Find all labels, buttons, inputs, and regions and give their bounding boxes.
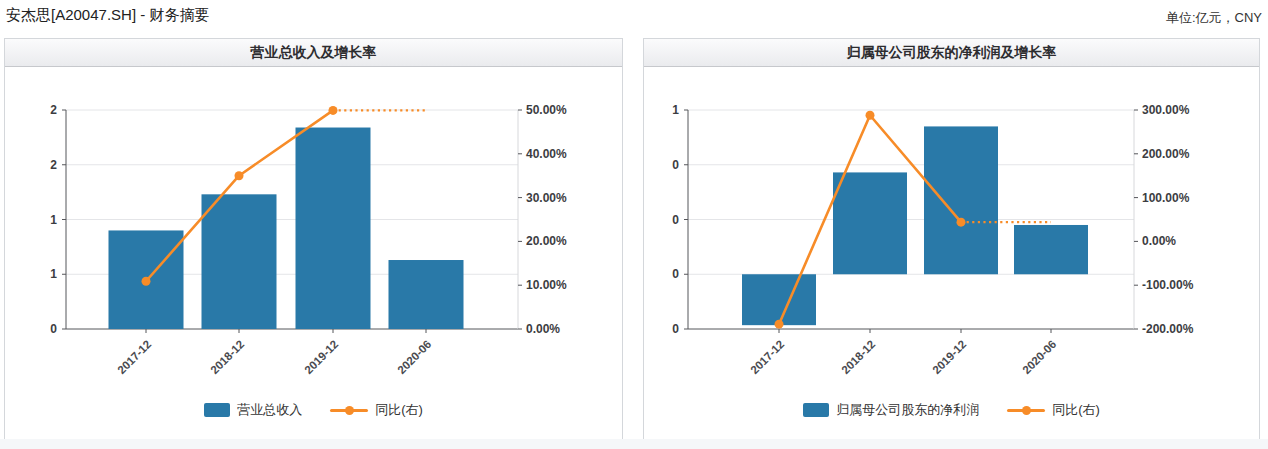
svg-text:2: 2 xyxy=(50,158,57,172)
legend-label: 归属母公司股东的净利润 xyxy=(836,401,979,419)
revenue-chart-canvas: 2 2 1 1 0 50.00% 40.00% 30.00% 20.00% 10.00% 0.00%… xyxy=(5,67,622,441)
net-profit-chart-title: 归属母公司股东的净利润及增长率 xyxy=(644,39,1259,67)
legend-item-revenue-bar[interactable]: 营业总收入 xyxy=(204,401,302,419)
legend-item-yoy-line[interactable]: 同比(右) xyxy=(1007,401,1100,419)
svg-text:100.00%: 100.00% xyxy=(1142,191,1190,205)
legend-label: 营业总收入 xyxy=(237,401,302,419)
svg-text:50.00%: 50.00% xyxy=(526,103,567,117)
svg-text:0.00%: 0.00% xyxy=(526,322,560,336)
svg-text:20.00%: 20.00% xyxy=(526,234,567,248)
svg-text:0: 0 xyxy=(672,322,679,336)
svg-text:2018-12: 2018-12 xyxy=(208,338,246,376)
svg-text:2019-12: 2019-12 xyxy=(930,338,968,376)
svg-text:1: 1 xyxy=(672,103,679,117)
svg-text:2017-12: 2017-12 xyxy=(115,338,153,376)
svg-text:200.00%: 200.00% xyxy=(1142,147,1190,161)
bar-swatch-icon xyxy=(803,403,829,417)
revenue-chart-legend: 营业总收入 同比(右) xyxy=(5,401,622,419)
legend-label: 同比(右) xyxy=(375,401,423,419)
svg-text:10.00%: 10.00% xyxy=(526,278,567,292)
bar-swatch-icon xyxy=(204,403,230,417)
svg-text:0: 0 xyxy=(672,158,679,172)
revenue-chart-title: 营业总收入及增长率 xyxy=(5,39,622,67)
svg-text:0: 0 xyxy=(50,322,57,336)
line-swatch-icon xyxy=(1007,409,1045,412)
svg-text:1: 1 xyxy=(50,267,57,281)
svg-text:0.00%: 0.00% xyxy=(1142,234,1176,248)
svg-text:2020-06: 2020-06 xyxy=(1020,338,1058,376)
svg-text:-100.00%: -100.00% xyxy=(1142,278,1194,292)
net-profit-chart-legend: 归属母公司股东的净利润 同比(右) xyxy=(644,401,1259,419)
legend-item-yoy-line[interactable]: 同比(右) xyxy=(330,401,423,419)
legend-label: 同比(右) xyxy=(1052,401,1100,419)
svg-text:2: 2 xyxy=(50,103,57,117)
svg-text:2020-06: 2020-06 xyxy=(395,338,433,376)
svg-text:0: 0 xyxy=(672,267,679,281)
svg-text:1: 1 xyxy=(50,213,57,227)
net-profit-chart-canvas: 1 0 0 0 0 300.00% 200.00% 100.00% 0.00% -100.00% -… xyxy=(644,67,1261,441)
svg-text:2018-12: 2018-12 xyxy=(839,338,877,376)
net-profit-chart-panel: 归属母公司股东的净利润及增长率 1 0 0 0 0 300.00% 200.00% 100.0… xyxy=(643,38,1260,440)
page-title: 安杰思[A20047.SH] - 财务摘要 xyxy=(6,6,209,25)
svg-text:300.00%: 300.00% xyxy=(1142,103,1190,117)
svg-text:30.00%: 30.00% xyxy=(526,191,567,205)
svg-text:-200.00%: -200.00% xyxy=(1142,322,1194,336)
line-swatch-icon xyxy=(330,409,368,412)
financial-summary-widget: 安杰思[A20047.SH] - 财务摘要 单位:亿元，CNY 营业总收入及增长… xyxy=(0,0,1268,449)
svg-text:40.00%: 40.00% xyxy=(526,147,567,161)
bottom-strip xyxy=(0,439,1268,449)
svg-text:2019-12: 2019-12 xyxy=(302,338,340,376)
svg-text:2017-12: 2017-12 xyxy=(748,338,786,376)
legend-item-net-profit-bar[interactable]: 归属母公司股东的净利润 xyxy=(803,401,979,419)
svg-text:0: 0 xyxy=(672,213,679,227)
revenue-chart-panel: 营业总收入及增长率 2 2 1 1 0 50.00% 40.00% 30.00% 20.00% 1… xyxy=(4,38,623,440)
unit-label: 单位:亿元，CNY xyxy=(1166,9,1262,27)
